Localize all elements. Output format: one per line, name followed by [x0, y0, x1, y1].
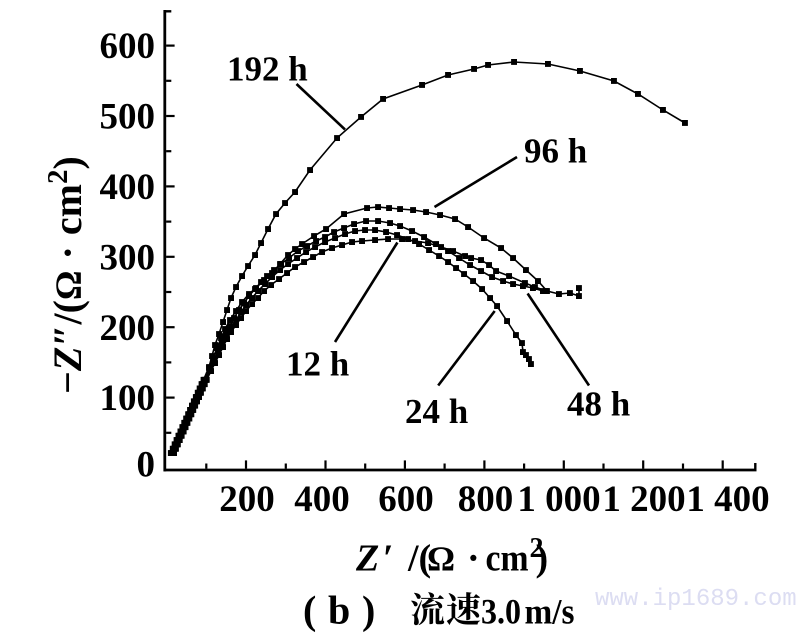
svg-text:96 h: 96 h	[524, 132, 587, 171]
svg-text:1 400: 1 400	[686, 479, 769, 520]
svg-text:m/s: m/s	[525, 592, 575, 632]
svg-text:100: 100	[100, 378, 156, 419]
svg-text:48 h: 48 h	[567, 385, 630, 424]
svg-text:800: 800	[458, 479, 514, 520]
svg-text:400: 400	[294, 479, 350, 520]
svg-text:www.ip1689.com: www.ip1689.com	[595, 586, 797, 613]
svg-text:1 200: 1 200	[602, 479, 685, 520]
svg-text:200: 200	[100, 308, 156, 349]
svg-text:12 h: 12 h	[286, 345, 349, 384]
svg-text:600: 600	[100, 26, 156, 67]
svg-text:Z′/(Ω·cm2): Z′/(Ω · cm2)	[355, 533, 548, 580]
svg-text:600: 600	[378, 479, 434, 520]
svg-text:200: 200	[219, 479, 275, 520]
svg-text:24 h: 24 h	[405, 392, 468, 431]
svg-text:−Z″/(Ω·cm2): −Z″/(Ω·cm2)	[42, 156, 90, 394]
svg-text:300: 300	[100, 237, 156, 278]
svg-text:192 h: 192 h	[227, 50, 308, 89]
svg-text:b: b	[328, 588, 350, 633]
svg-text:0: 0	[137, 445, 156, 486]
svg-text:500: 500	[100, 97, 156, 138]
svg-text:3.0: 3.0	[481, 592, 521, 632]
svg-text:): )	[362, 588, 375, 633]
svg-text:1 000: 1 000	[517, 479, 600, 520]
svg-text:(: (	[303, 588, 316, 633]
svg-text:400: 400	[100, 167, 156, 208]
